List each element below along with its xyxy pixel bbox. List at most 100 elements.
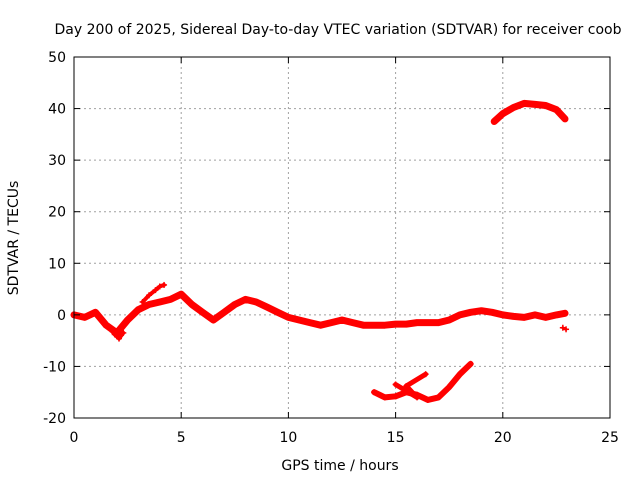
- y-tick-label: 50: [48, 50, 66, 66]
- x-tick-label: 5: [177, 430, 186, 446]
- data-point: [561, 310, 568, 317]
- data-point: [491, 118, 498, 125]
- data-point: [81, 314, 88, 321]
- data-point: [116, 335, 123, 342]
- x-tick-label: 10: [279, 430, 297, 446]
- data-point: [360, 322, 367, 329]
- data-point: [339, 317, 345, 324]
- data-point: [111, 331, 118, 338]
- data-point: [103, 322, 110, 329]
- data-point: [328, 319, 335, 326]
- data-point: [392, 381, 399, 388]
- data-point: [510, 313, 517, 320]
- data-point: [478, 307, 485, 314]
- data-point: [107, 326, 114, 333]
- y-tick-label: 40: [48, 102, 66, 118]
- series-dip-near-2h: [108, 327, 126, 341]
- data-point: [553, 311, 560, 318]
- data-point: [446, 384, 453, 391]
- y-tick-label: 0: [57, 308, 66, 324]
- plot-frame: [73, 56, 611, 419]
- data-point: [521, 100, 528, 107]
- data-point: [221, 309, 228, 316]
- series-layer: [70, 99, 570, 403]
- data-point: [542, 314, 549, 321]
- series-low-cross: [393, 371, 429, 400]
- data-point: [499, 311, 506, 318]
- x-tick-label: 15: [387, 430, 405, 446]
- data-point: [414, 394, 421, 401]
- x-axis-label: GPS time / hours: [281, 458, 398, 474]
- data-point: [467, 309, 474, 316]
- data-point: [414, 319, 421, 326]
- data-point: [152, 287, 159, 294]
- data-point: [349, 319, 356, 326]
- data-point: [563, 326, 570, 333]
- data-point: [424, 396, 431, 403]
- data-point: [92, 309, 99, 316]
- data-point: [135, 306, 142, 313]
- data-point: [456, 311, 463, 318]
- y-tick-label: 30: [48, 153, 66, 169]
- data-point: [139, 298, 146, 305]
- data-point: [263, 304, 270, 311]
- data-point: [285, 314, 292, 321]
- data-point: [467, 360, 474, 367]
- data-point: [489, 309, 496, 316]
- data-point: [317, 322, 324, 329]
- y-tick-label: 10: [48, 256, 66, 272]
- y-tick-label: 20: [48, 205, 66, 221]
- y-tick-label: -20: [43, 411, 66, 427]
- data-point: [306, 319, 313, 326]
- data-point: [456, 371, 463, 378]
- data-point: [146, 292, 153, 299]
- data-point: [274, 309, 281, 316]
- data-point: [296, 317, 303, 324]
- data-point: [156, 298, 163, 305]
- x-tick-label: 0: [70, 430, 79, 446]
- data-point: [403, 383, 410, 390]
- y-tick-label: -10: [43, 359, 66, 375]
- data-point: [156, 283, 163, 290]
- data-point: [124, 317, 131, 324]
- data-point: [403, 321, 410, 328]
- y-axis-label: SDTVAR / TECUs: [6, 181, 22, 296]
- data-point: [435, 319, 442, 326]
- data-point: [188, 301, 195, 308]
- series-low-arc: [371, 360, 474, 403]
- data-point: [120, 329, 127, 336]
- series-high-arc: [490, 99, 569, 125]
- data-point: [146, 301, 153, 308]
- x-tick-label: 20: [494, 430, 512, 446]
- data-point: [392, 393, 399, 400]
- data-point: [381, 322, 388, 329]
- data-point: [210, 317, 217, 324]
- data-point: [178, 291, 185, 298]
- data-point: [161, 281, 168, 288]
- tick-layer: 0 5 10 15 20 25 -20 -10 0 10 20 30 40 50: [43, 50, 619, 446]
- data-point: [510, 104, 517, 111]
- data-point: [559, 324, 566, 331]
- data-point: [553, 106, 560, 113]
- data-point: [561, 115, 568, 122]
- data-point: [371, 389, 378, 396]
- data-point: [446, 317, 453, 324]
- data-point: [422, 371, 429, 378]
- data-point: [542, 102, 549, 109]
- data-point: [253, 298, 260, 305]
- data-point: [242, 296, 249, 303]
- data-point: [381, 394, 388, 401]
- data-point: [392, 321, 399, 328]
- data-point: [199, 309, 206, 316]
- data-point: [371, 322, 378, 329]
- grid-layer: [74, 57, 610, 418]
- data-point: [435, 394, 442, 401]
- data-point: [231, 301, 238, 308]
- data-point: [424, 319, 431, 326]
- data-point: [167, 296, 174, 303]
- data-point: [521, 314, 528, 321]
- x-tick-label: 25: [601, 430, 619, 446]
- data-point: [531, 101, 538, 108]
- chart-title: Day 200 of 2025, Sidereal Day-to-day VTE…: [55, 22, 622, 38]
